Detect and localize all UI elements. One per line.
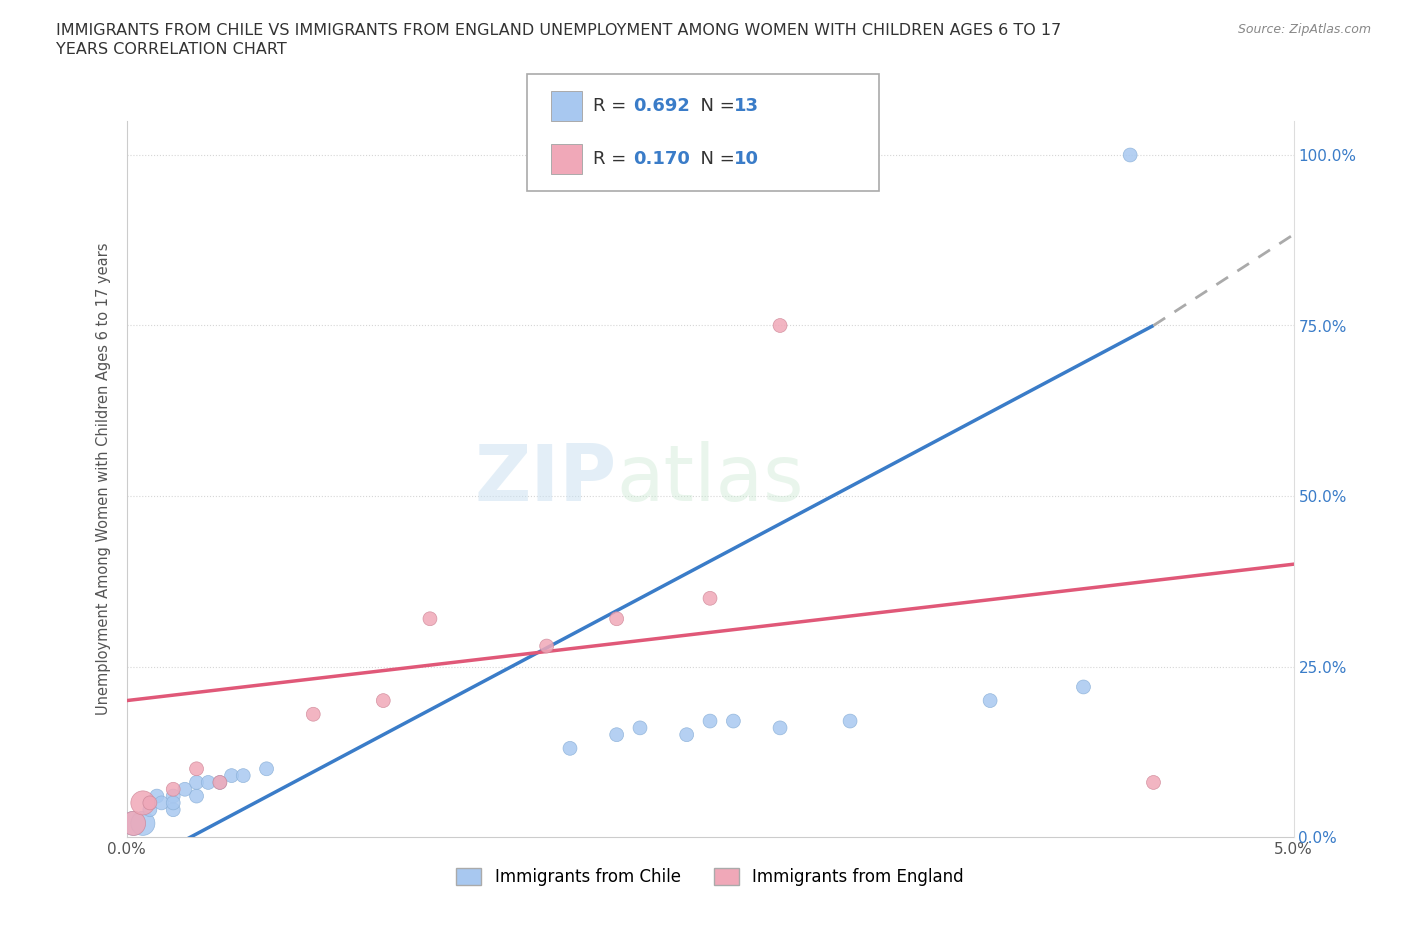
Point [122,816,145,830]
Point [162,803,184,817]
Point [132,816,155,830]
Text: Source: ZipAtlas.com: Source: ZipAtlas.com [1237,23,1371,36]
Point [1073,680,1095,695]
Legend: Immigrants from Chile, Immigrants from England: Immigrants from Chile, Immigrants from E… [450,861,970,893]
Point [699,591,721,605]
Point [139,803,162,817]
Text: ZIP: ZIP [474,441,617,517]
Text: R =: R = [593,151,633,168]
Point [186,775,208,790]
Text: 0.170: 0.170 [633,151,689,168]
Point [769,721,792,736]
Point [186,762,208,777]
Point [302,707,325,722]
Text: atlas: atlas [617,441,804,517]
Point [162,782,184,797]
Point [132,795,155,810]
Point [699,713,721,728]
Text: IMMIGRANTS FROM CHILE VS IMMIGRANTS FROM ENGLAND UNEMPLOYMENT AMONG WOMEN WITH C: IMMIGRANTS FROM CHILE VS IMMIGRANTS FROM… [56,23,1062,38]
Point [419,611,441,626]
Point [979,693,1001,708]
Text: N =: N = [689,97,741,114]
Text: 0.692: 0.692 [633,97,689,114]
Point [139,795,162,810]
Point [162,789,184,804]
Point [186,789,208,804]
Point [723,713,745,728]
Point [162,795,184,810]
Point [675,727,697,742]
Text: R =: R = [593,97,633,114]
Point [221,768,243,783]
Text: 13: 13 [734,97,759,114]
Point [174,782,197,797]
Y-axis label: Unemployment Among Women with Children Ages 6 to 17 years: Unemployment Among Women with Children A… [96,243,111,715]
Point [606,727,628,742]
Point [769,318,792,333]
Point [1142,775,1164,790]
Point [536,639,558,654]
Point [606,611,628,626]
Point [208,775,231,790]
Text: YEARS CORRELATION CHART: YEARS CORRELATION CHART [56,42,287,57]
Point [1119,148,1142,163]
Point [232,768,254,783]
Point [373,693,395,708]
Point [197,775,219,790]
Point [839,713,862,728]
Text: 10: 10 [734,151,759,168]
Point [628,721,651,736]
Point [139,795,162,810]
Point [558,741,581,756]
Point [256,762,278,777]
Point [146,789,169,804]
Point [122,816,145,830]
Text: N =: N = [689,151,741,168]
Point [150,795,173,810]
Point [208,775,231,790]
